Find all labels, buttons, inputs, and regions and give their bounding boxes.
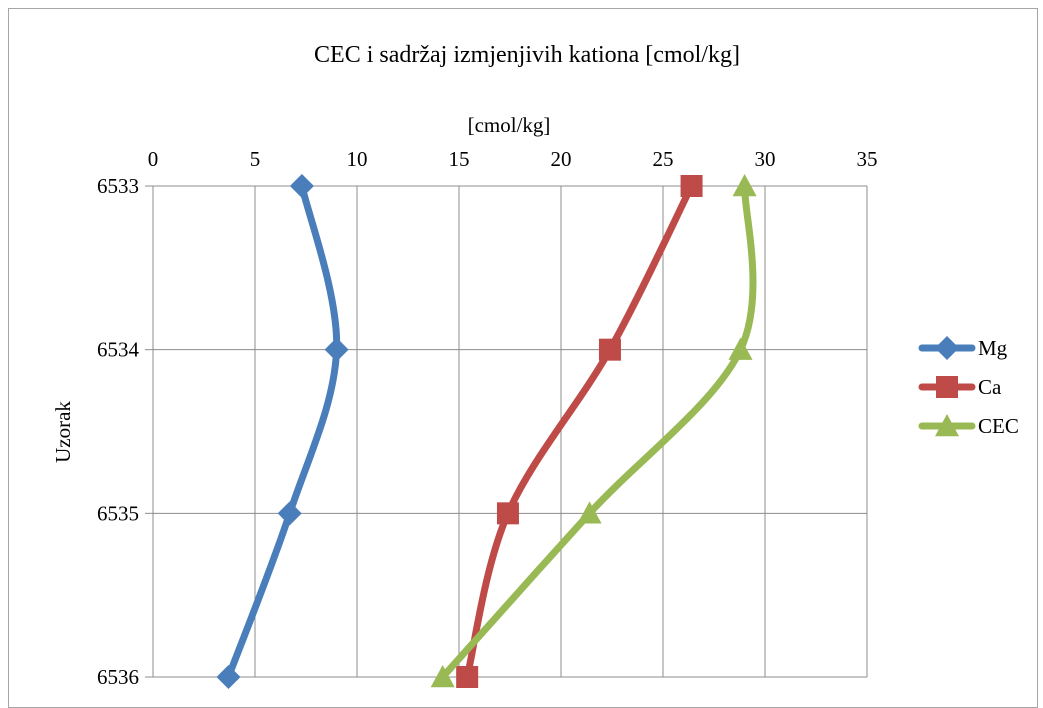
data-point-cec bbox=[430, 665, 455, 688]
series-line-ca bbox=[463, 182, 696, 681]
x-tick-label: 25 bbox=[653, 147, 674, 171]
data-point-ca bbox=[598, 338, 621, 361]
data-point-mg bbox=[289, 174, 314, 198]
y-tick-label: 6535 bbox=[97, 501, 139, 525]
data-point-cec bbox=[732, 174, 757, 197]
y-tick-label: 6534 bbox=[97, 338, 140, 362]
x-axis-title: [cmol/kg] bbox=[468, 113, 551, 137]
x-tick-label: 35 bbox=[857, 147, 878, 171]
x-tick-label: 30 bbox=[755, 147, 776, 171]
y-tick-label: 6533 bbox=[97, 174, 139, 198]
data-point-mg bbox=[324, 337, 349, 362]
tick-labels: 0 5 10 15 20 25 30 35 6533 6534 6535 6536 bbox=[97, 147, 878, 689]
data-point-ca bbox=[680, 175, 703, 197]
data-point-cec bbox=[577, 501, 602, 524]
x-tick-label: 10 bbox=[347, 147, 368, 171]
series-line-mg bbox=[224, 182, 341, 681]
x-tick-label: 0 bbox=[148, 147, 159, 171]
data-point-cec bbox=[728, 337, 753, 360]
series-line-cec bbox=[439, 182, 757, 681]
data-point-ca bbox=[496, 502, 519, 525]
legend-label-ca: Ca bbox=[978, 375, 1002, 399]
legend-marker-ca bbox=[936, 376, 958, 398]
series-cec bbox=[430, 174, 757, 688]
data-point-mg bbox=[216, 665, 241, 689]
x-tick-label: 15 bbox=[449, 147, 470, 171]
legend-marker-cec bbox=[935, 414, 959, 437]
chart-title: CEC i sadržaj izmjenjivih kationa [cmol/… bbox=[314, 42, 740, 68]
legend-entry-mg: Mg bbox=[918, 336, 1008, 360]
data-point-mg bbox=[277, 501, 302, 526]
x-tick-label: 5 bbox=[250, 147, 261, 171]
series-ca bbox=[456, 175, 703, 688]
legend-marker-mg bbox=[935, 336, 959, 360]
series-mg bbox=[216, 174, 349, 689]
y-axis-title: Uzorak bbox=[51, 401, 75, 463]
y-tick-label: 6536 bbox=[97, 665, 139, 689]
legend: Mg Ca CEC bbox=[918, 336, 1019, 438]
legend-label-mg: Mg bbox=[978, 336, 1008, 360]
data-point-ca bbox=[456, 666, 479, 688]
plot-series bbox=[216, 174, 757, 689]
legend-entry-cec: CEC bbox=[918, 414, 1019, 438]
x-tick-label: 20 bbox=[551, 147, 572, 171]
legend-entry-ca: Ca bbox=[918, 375, 1002, 399]
legend-label-cec: CEC bbox=[978, 414, 1019, 438]
